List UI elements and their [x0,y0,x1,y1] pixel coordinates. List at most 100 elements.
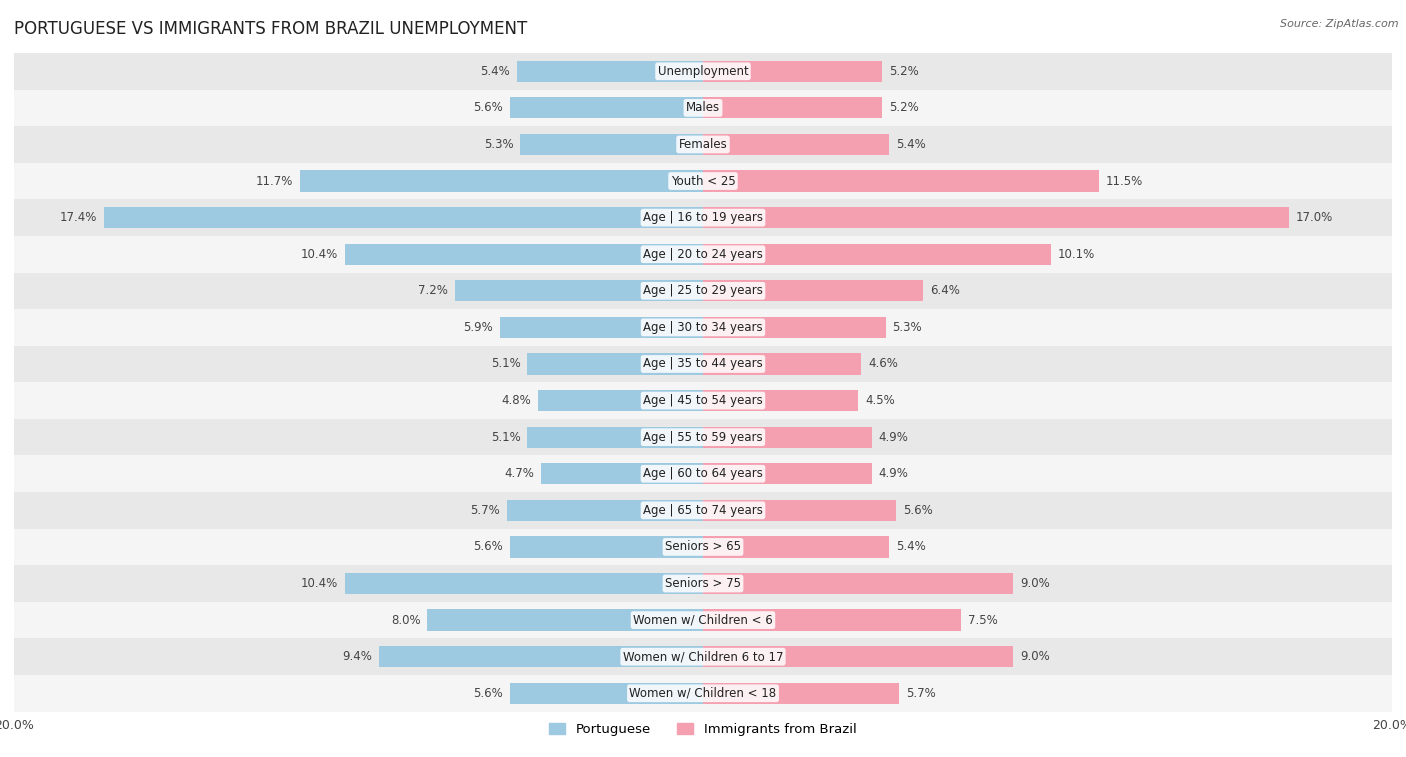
Text: Age | 45 to 54 years: Age | 45 to 54 years [643,394,763,407]
Bar [703,354,862,375]
Bar [703,609,962,631]
Text: Source: ZipAtlas.com: Source: ZipAtlas.com [1281,19,1399,29]
Bar [510,536,703,558]
Text: 17.0%: 17.0% [1295,211,1333,224]
Text: Women w/ Children 6 to 17: Women w/ Children 6 to 17 [623,650,783,663]
Text: 9.4%: 9.4% [343,650,373,663]
Bar [427,609,703,631]
Text: 7.5%: 7.5% [969,614,998,627]
Bar [703,426,872,448]
Text: 6.4%: 6.4% [931,285,960,298]
Text: Age | 20 to 24 years: Age | 20 to 24 years [643,248,763,260]
Text: Seniors > 65: Seniors > 65 [665,540,741,553]
Text: 11.5%: 11.5% [1107,175,1143,188]
Bar [506,500,703,521]
Text: 4.5%: 4.5% [865,394,894,407]
Bar [510,97,703,119]
Bar [510,683,703,704]
Text: Age | 65 to 74 years: Age | 65 to 74 years [643,504,763,517]
Text: Age | 25 to 29 years: Age | 25 to 29 years [643,285,763,298]
Bar [14,492,1392,528]
Legend: Portuguese, Immigrants from Brazil: Portuguese, Immigrants from Brazil [544,718,862,741]
Text: Females: Females [679,138,727,151]
Text: Youth < 25: Youth < 25 [671,175,735,188]
Text: 5.6%: 5.6% [903,504,932,517]
Bar [14,163,1392,199]
Bar [299,170,703,192]
Text: Seniors > 75: Seniors > 75 [665,577,741,590]
Bar [14,309,1392,346]
Bar [14,126,1392,163]
Bar [703,536,889,558]
Text: Women w/ Children < 18: Women w/ Children < 18 [630,687,776,699]
Bar [703,390,858,411]
Text: 5.4%: 5.4% [896,540,925,553]
Text: 5.7%: 5.7% [470,504,499,517]
Bar [703,244,1050,265]
Bar [703,463,872,484]
Text: Unemployment: Unemployment [658,65,748,78]
Bar [537,390,703,411]
Bar [527,426,703,448]
Text: 5.6%: 5.6% [474,540,503,553]
Bar [14,236,1392,273]
Text: 5.4%: 5.4% [481,65,510,78]
Text: 10.4%: 10.4% [301,248,337,260]
Bar [517,61,703,82]
Text: Males: Males [686,101,720,114]
Bar [14,528,1392,565]
Bar [380,646,703,668]
Bar [14,382,1392,419]
Text: 5.6%: 5.6% [474,101,503,114]
Text: 8.0%: 8.0% [391,614,420,627]
Text: 5.7%: 5.7% [907,687,936,699]
Bar [104,207,703,229]
Text: 5.4%: 5.4% [896,138,925,151]
Bar [703,316,886,338]
Bar [527,354,703,375]
Bar [703,97,882,119]
Bar [456,280,703,301]
Text: Women w/ Children < 6: Women w/ Children < 6 [633,614,773,627]
Text: 5.1%: 5.1% [491,431,520,444]
Text: 5.1%: 5.1% [491,357,520,370]
Text: 4.9%: 4.9% [879,467,908,480]
Bar [703,573,1012,594]
Bar [14,565,1392,602]
Bar [703,646,1012,668]
Text: 11.7%: 11.7% [256,175,292,188]
Bar [14,89,1392,126]
Bar [703,500,896,521]
Bar [14,199,1392,236]
Text: 5.6%: 5.6% [474,687,503,699]
Text: PORTUGUESE VS IMMIGRANTS FROM BRAZIL UNEMPLOYMENT: PORTUGUESE VS IMMIGRANTS FROM BRAZIL UNE… [14,20,527,38]
Text: Age | 60 to 64 years: Age | 60 to 64 years [643,467,763,480]
Text: 7.2%: 7.2% [418,285,449,298]
Bar [703,134,889,155]
Bar [14,53,1392,89]
Bar [14,602,1392,638]
Text: 4.7%: 4.7% [505,467,534,480]
Bar [14,346,1392,382]
Bar [703,61,882,82]
Text: 5.2%: 5.2% [889,65,918,78]
Text: 9.0%: 9.0% [1019,650,1050,663]
Text: Age | 16 to 19 years: Age | 16 to 19 years [643,211,763,224]
Bar [703,207,1289,229]
Bar [14,273,1392,309]
Bar [14,675,1392,712]
Text: 17.4%: 17.4% [59,211,97,224]
Text: 10.4%: 10.4% [301,577,337,590]
Text: Age | 35 to 44 years: Age | 35 to 44 years [643,357,763,370]
Bar [703,280,924,301]
Text: 5.9%: 5.9% [463,321,494,334]
Text: Age | 55 to 59 years: Age | 55 to 59 years [643,431,763,444]
Text: 5.3%: 5.3% [893,321,922,334]
Text: 4.9%: 4.9% [879,431,908,444]
Bar [14,419,1392,456]
Text: 10.1%: 10.1% [1057,248,1095,260]
Bar [14,638,1392,675]
Text: 4.8%: 4.8% [501,394,531,407]
Bar [703,170,1099,192]
Text: 4.6%: 4.6% [869,357,898,370]
